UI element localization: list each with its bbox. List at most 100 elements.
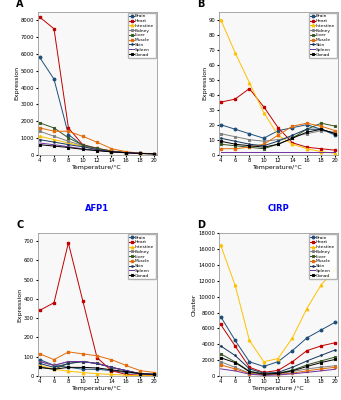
Intestine bbox=[109, 150, 114, 154]
Intestine bbox=[262, 110, 266, 115]
Y-axis label: Cluster: Cluster bbox=[192, 294, 197, 316]
Gonad bbox=[124, 369, 128, 374]
Gonad bbox=[38, 365, 42, 370]
Muscle bbox=[52, 129, 56, 134]
Heart bbox=[38, 308, 42, 313]
Line: Heart: Heart bbox=[39, 242, 156, 376]
Heart bbox=[305, 348, 309, 353]
Muscle bbox=[152, 151, 157, 156]
Intestine bbox=[219, 243, 223, 248]
Brain bbox=[38, 357, 42, 362]
Kidney bbox=[124, 368, 128, 373]
X-axis label: Temperature/°C: Temperature/°C bbox=[72, 386, 122, 391]
Heart bbox=[124, 372, 128, 377]
Spleen bbox=[276, 372, 280, 377]
Gonad bbox=[333, 131, 338, 136]
Brain bbox=[124, 370, 128, 375]
Spleen bbox=[219, 366, 223, 371]
Spleen bbox=[290, 372, 294, 376]
Muscle bbox=[81, 134, 85, 139]
Kidney bbox=[219, 131, 223, 136]
Skin bbox=[247, 366, 251, 371]
Kidney bbox=[95, 147, 99, 152]
Intestine bbox=[305, 146, 309, 151]
Brain bbox=[319, 328, 323, 332]
Muscle bbox=[276, 372, 280, 377]
Muscle bbox=[52, 357, 56, 362]
Brain bbox=[38, 55, 42, 60]
Legend: Brain, Heart, Intestine, Kidney, Liver, Muscle, Skin, Spleen, Gonad: Brain, Heart, Intestine, Kidney, Liver, … bbox=[309, 13, 337, 58]
Brain bbox=[81, 143, 85, 148]
Liver bbox=[124, 368, 128, 373]
Line: Intestine: Intestine bbox=[39, 364, 156, 377]
Gonad bbox=[52, 144, 56, 148]
Spleen bbox=[109, 365, 114, 370]
Heart bbox=[290, 140, 294, 145]
Line: Spleen: Spleen bbox=[40, 143, 154, 154]
Gonad bbox=[38, 142, 42, 147]
Spleen bbox=[305, 370, 309, 375]
Heart bbox=[95, 146, 99, 151]
Liver bbox=[81, 143, 85, 148]
X-axis label: Temperature /°C: Temperature /°C bbox=[252, 386, 304, 391]
Liver bbox=[52, 126, 56, 130]
Skin bbox=[95, 361, 99, 366]
Liver bbox=[233, 143, 237, 148]
Gonad bbox=[290, 368, 294, 373]
Intestine bbox=[233, 282, 237, 287]
Skin bbox=[124, 368, 128, 373]
Heart bbox=[233, 344, 237, 348]
Intestine bbox=[290, 336, 294, 340]
Brain bbox=[333, 133, 338, 138]
Brain bbox=[66, 132, 70, 137]
Skin bbox=[233, 353, 237, 358]
Skin bbox=[138, 151, 142, 156]
Skin bbox=[95, 147, 99, 152]
Kidney bbox=[262, 139, 266, 144]
Heart bbox=[319, 344, 323, 348]
Gonad bbox=[109, 368, 114, 372]
Liver bbox=[276, 371, 280, 376]
Kidney bbox=[95, 361, 99, 366]
Muscle bbox=[138, 151, 142, 156]
Brain bbox=[138, 151, 142, 156]
Text: B: B bbox=[197, 0, 205, 9]
Intestine bbox=[66, 140, 70, 145]
Heart bbox=[333, 148, 338, 153]
Kidney bbox=[109, 149, 114, 154]
Muscle bbox=[247, 371, 251, 376]
Brain bbox=[66, 365, 70, 370]
Liver bbox=[305, 127, 309, 132]
Intestine bbox=[52, 367, 56, 372]
Liver bbox=[66, 361, 70, 366]
Skin bbox=[305, 127, 309, 132]
Gonad bbox=[219, 139, 223, 144]
Line: Kidney: Kidney bbox=[219, 360, 337, 376]
Gonad bbox=[95, 366, 99, 370]
Text: CIRP: CIRP bbox=[267, 204, 289, 214]
Gonad bbox=[262, 372, 266, 377]
Brain bbox=[124, 150, 128, 155]
Line: Kidney: Kidney bbox=[39, 130, 156, 155]
Muscle bbox=[124, 363, 128, 368]
Skin bbox=[66, 361, 70, 366]
Spleen bbox=[152, 372, 157, 377]
Spleen bbox=[290, 149, 294, 154]
Spleen bbox=[138, 371, 142, 376]
Spleen bbox=[81, 359, 85, 364]
Line: Brain: Brain bbox=[39, 56, 156, 155]
Muscle bbox=[219, 362, 223, 367]
Line: Kidney: Kidney bbox=[39, 360, 156, 376]
Muscle bbox=[276, 133, 280, 138]
Skin bbox=[319, 127, 323, 132]
Gonad bbox=[262, 145, 266, 150]
Kidney bbox=[333, 130, 338, 135]
Heart bbox=[66, 240, 70, 245]
Liver bbox=[305, 362, 309, 367]
Heart bbox=[124, 150, 128, 155]
Skin bbox=[247, 142, 251, 147]
Gonad bbox=[109, 150, 114, 154]
Spleen bbox=[247, 372, 251, 377]
Liver bbox=[319, 358, 323, 363]
Muscle bbox=[262, 372, 266, 377]
